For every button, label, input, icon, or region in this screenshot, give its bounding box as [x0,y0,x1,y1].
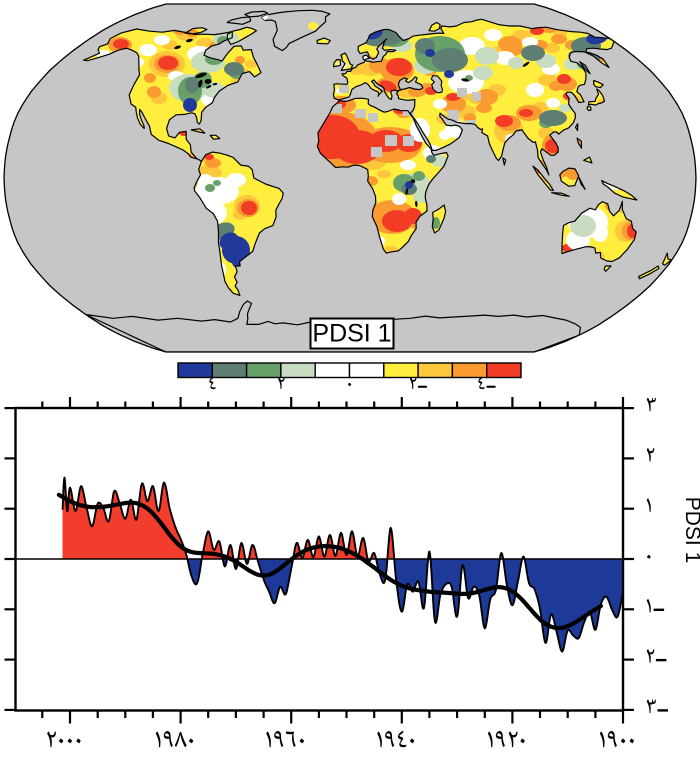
svg-text:PDSI 1: PDSI 1 [681,497,700,564]
svg-text:PDSI 1: PDSI 1 [312,320,391,348]
